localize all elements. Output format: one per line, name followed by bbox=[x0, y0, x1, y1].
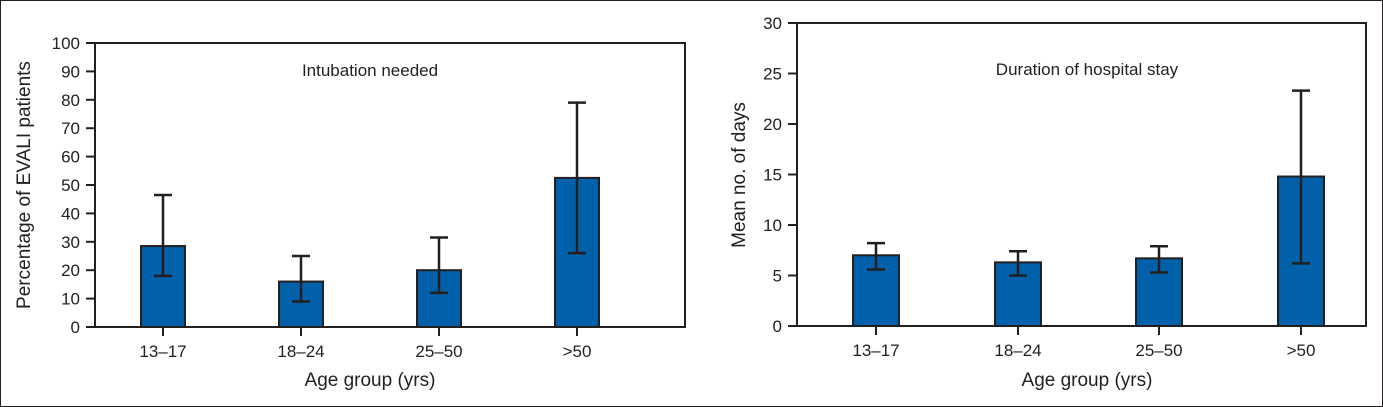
x-axis-label: Age group (yrs) bbox=[305, 370, 436, 391]
y-axis-ticks: 0 5 10 15 20 25 30 bbox=[763, 14, 797, 336]
x-tick-label: 13–17 bbox=[852, 341, 899, 360]
x-tick-label: 18–24 bbox=[277, 342, 324, 361]
y-tick-label: 60 bbox=[61, 148, 80, 167]
y-tick-label: 100 bbox=[52, 34, 80, 53]
x-axis-ticks: 13–17 18–24 25–50 >50 bbox=[139, 327, 591, 361]
bar-series bbox=[140, 101, 600, 329]
x-tick-label: >50 bbox=[1287, 341, 1316, 360]
y-tick-label: 30 bbox=[61, 233, 80, 252]
x-tick-label: 13–17 bbox=[139, 342, 186, 361]
y-tick-label: 80 bbox=[61, 91, 80, 110]
y-axis-label: Mean no. of days bbox=[729, 102, 750, 248]
y-tick-label: 40 bbox=[61, 204, 80, 223]
x-axis-label: Age group (yrs) bbox=[1022, 370, 1153, 391]
y-tick-label: 90 bbox=[61, 62, 80, 81]
x-tick-label: 25–50 bbox=[1135, 341, 1182, 360]
y-tick-label: 25 bbox=[763, 65, 782, 84]
x-tick-label: >50 bbox=[563, 342, 592, 361]
x-axis-ticks: 13–17 18–24 25–50 >50 bbox=[852, 326, 1315, 360]
y-tick-label: 0 bbox=[71, 318, 80, 337]
y-tick-label: 30 bbox=[763, 14, 782, 33]
y-tick-label: 15 bbox=[763, 166, 782, 185]
chart-panel-intubation: Intubation needed Age group (yrs) Percen… bbox=[14, 34, 686, 391]
chart-title: Duration of hospital stay bbox=[996, 60, 1179, 79]
y-tick-label: 5 bbox=[773, 267, 782, 286]
y-tick-label: 20 bbox=[61, 261, 80, 280]
y-tick-label: 10 bbox=[61, 290, 80, 309]
y-axis-ticks: 0 10 20 30 40 50 60 70 80 90 100 bbox=[52, 34, 95, 337]
chart-panel-hospital-stay: Duration of hospital stay Age group (yrs… bbox=[729, 14, 1367, 391]
x-tick-label: 25–50 bbox=[415, 342, 462, 361]
x-tick-label: 18–24 bbox=[994, 341, 1041, 360]
bar-series bbox=[852, 89, 1325, 327]
y-axis-label: Percentage of EVALI patients bbox=[14, 61, 35, 309]
y-tick-label: 0 bbox=[773, 317, 782, 336]
chart-title: Intubation needed bbox=[302, 61, 438, 80]
y-tick-label: 20 bbox=[763, 115, 782, 134]
y-tick-label: 50 bbox=[61, 176, 80, 195]
y-tick-label: 70 bbox=[61, 119, 80, 138]
y-tick-label: 10 bbox=[763, 216, 782, 235]
